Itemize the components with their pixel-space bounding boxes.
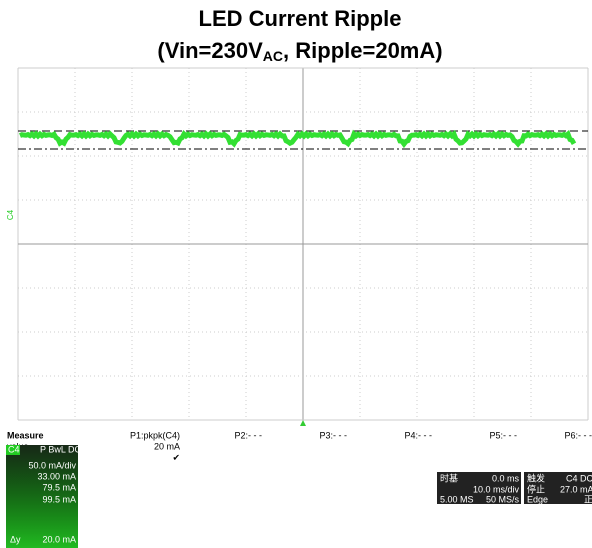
trigger-source: C4 DC bbox=[566, 473, 592, 483]
title-part: (Vin=230V bbox=[157, 38, 263, 63]
timebase-label: 时基 bbox=[440, 472, 458, 483]
trigger-level: 27.0 mA bbox=[560, 484, 592, 494]
channel-offset: 33.00 mA bbox=[37, 471, 76, 481]
timebase-delay: 0.0 ms bbox=[492, 473, 520, 483]
channel-marker: C4 bbox=[6, 209, 15, 220]
trigger-label: 触发 bbox=[527, 472, 545, 483]
delta: 20.0 mA bbox=[42, 534, 76, 544]
title-sub: AC bbox=[263, 48, 283, 64]
waveform bbox=[19, 129, 577, 149]
timebase-scale: 10.0 ms/div bbox=[473, 484, 520, 494]
title-part: , Ripple=20mA) bbox=[283, 38, 443, 63]
trigger-box bbox=[524, 472, 592, 504]
measure-name: P3:- - - bbox=[319, 430, 347, 440]
measure-name: P1:pkpk(C4) bbox=[130, 430, 180, 440]
measure-status: ✔ bbox=[172, 452, 180, 462]
channel-flags: P BwL DC bbox=[40, 444, 82, 454]
measure-name: P2:- - - bbox=[234, 430, 262, 440]
trigger-mode: 停止 bbox=[527, 483, 545, 494]
timebase-box bbox=[437, 472, 521, 504]
measure-name: P4:- - - bbox=[404, 430, 432, 440]
delta-label: Δy bbox=[10, 534, 21, 544]
timebase-rate: 50 MS/s bbox=[486, 494, 520, 504]
timebase-samples: 5.00 MS bbox=[440, 494, 474, 504]
measure-value: 20 mA bbox=[154, 441, 180, 451]
channel-tag bbox=[6, 445, 20, 455]
measure-label: Measure bbox=[7, 430, 44, 440]
trigger-slope: 正 bbox=[584, 494, 592, 504]
grid bbox=[17, 67, 589, 421]
channel-box-shade bbox=[6, 445, 78, 548]
measure-name: P5:- - - bbox=[489, 430, 517, 440]
channel-scale: 50.0 mA/div bbox=[28, 460, 76, 470]
title: LED Current Ripple bbox=[199, 6, 402, 31]
cursor2: 99.5 mA bbox=[42, 494, 76, 504]
trigger-marker bbox=[300, 420, 306, 426]
title: (Vin=230VAC, Ripple=20mA) bbox=[157, 38, 442, 64]
measure-panel: MeasurevaluestatusP1:pkpk(C4)20 mA✔P2:- … bbox=[7, 430, 592, 462]
measure-name: P6:- - - bbox=[564, 430, 592, 440]
cursor1: 79.5 mA bbox=[42, 482, 76, 492]
trigger-type: Edge bbox=[527, 494, 548, 504]
channel-id: C4 bbox=[8, 444, 20, 454]
